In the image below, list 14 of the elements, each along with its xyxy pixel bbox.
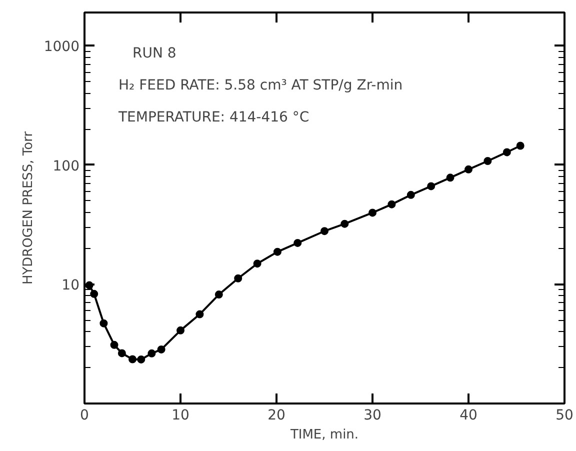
annotation: H₂ FEED RATE: 5.58 cm³ AT STP/g Zr-min (118, 78, 403, 94)
annotation: RUN 8 (132, 46, 176, 62)
x-tick-label: 40 (460, 408, 478, 424)
x-axis-title: TIME, min. (289, 428, 359, 442)
annotation: TEMPERATURE: 414-416 °C (118, 110, 310, 126)
x-tick-label: 10 (172, 408, 190, 424)
y-tick-label: 100 (52, 158, 80, 174)
y-tick-label: 1000 (44, 39, 80, 56)
x-tick-label: 50 (556, 408, 574, 424)
x-tick-label: 20 (268, 408, 286, 424)
x-tick-label: 30 (364, 408, 382, 424)
x-tick-label: 0 (80, 408, 89, 424)
y-axis-title: HYDROGEN PRESS, Torr (20, 130, 36, 285)
y-tick-label: 10 (62, 278, 80, 294)
